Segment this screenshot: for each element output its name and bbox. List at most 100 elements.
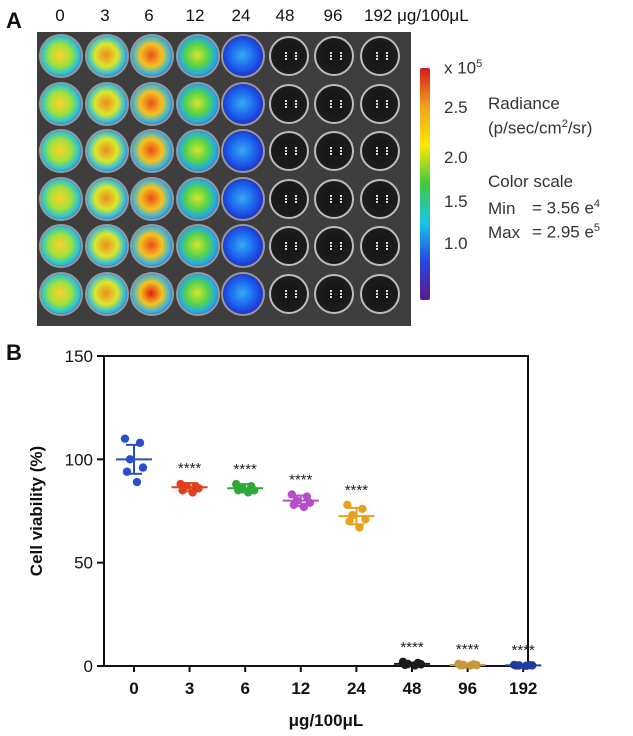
x-axis-label: μg/100μL bbox=[289, 711, 364, 730]
conc-label-96: 96 bbox=[323, 6, 343, 25]
plate-well bbox=[223, 273, 263, 314]
x-tick-label: 12 bbox=[291, 679, 310, 698]
series-6: **** bbox=[227, 461, 264, 497]
significance-label: **** bbox=[456, 641, 480, 658]
significance-label: **** bbox=[234, 461, 258, 478]
radiance-label: Radiance bbox=[488, 94, 560, 113]
plate-well bbox=[41, 226, 81, 266]
plate-well bbox=[223, 36, 263, 76]
color-scale-max: Max = 2.95 e5 bbox=[488, 222, 601, 242]
plate-well bbox=[223, 226, 263, 266]
data-point bbox=[400, 660, 410, 670]
plate-well bbox=[314, 226, 354, 266]
conc-label-192: 192 μg/100μL bbox=[364, 6, 469, 25]
plate-well bbox=[268, 131, 309, 171]
plate-well bbox=[41, 36, 81, 76]
plate-well bbox=[177, 36, 218, 76]
data-point bbox=[410, 661, 420, 670]
colorbar-tick-1-0: 1.0 bbox=[444, 234, 468, 253]
data-point bbox=[358, 504, 367, 514]
plate-well bbox=[41, 273, 81, 314]
significance-label: **** bbox=[512, 642, 536, 659]
plate-well bbox=[41, 131, 81, 171]
data-point bbox=[125, 455, 135, 464]
bioluminescence-plate-image bbox=[37, 32, 411, 326]
series-0 bbox=[116, 434, 152, 487]
conc-label-3: 3 bbox=[100, 6, 110, 25]
panel-a-letter: A bbox=[6, 8, 22, 33]
colorbar-tick-1-5: 1.5 bbox=[444, 192, 468, 211]
plate-well bbox=[268, 273, 309, 314]
data-point bbox=[512, 661, 521, 670]
x-tick-label: 3 bbox=[185, 679, 194, 698]
plate-well bbox=[268, 226, 309, 266]
x-tick-label: 24 bbox=[347, 679, 366, 698]
plate-well bbox=[359, 36, 400, 76]
plate-well bbox=[223, 83, 263, 124]
plate-well bbox=[177, 273, 218, 314]
x-tick-label: 0 bbox=[129, 679, 138, 698]
plate-well bbox=[314, 178, 354, 219]
data-point bbox=[472, 660, 481, 670]
color-bar bbox=[420, 68, 430, 300]
y-tick-label: 100 bbox=[65, 450, 93, 469]
data-point bbox=[188, 488, 197, 497]
series-192: **** bbox=[505, 642, 542, 670]
plot-area: 0 50 100 150 Cell viability (%) 0 3 6 12 24 48 96 19… bbox=[27, 347, 542, 730]
plate-well bbox=[177, 131, 218, 171]
plate-well bbox=[132, 273, 172, 314]
significance-label: **** bbox=[400, 639, 424, 656]
plate-well bbox=[223, 178, 263, 219]
series-24: **** bbox=[338, 482, 375, 532]
cell-viability-chart: 0 50 100 150 Cell viability (%) 0 3 6 12 24 48 96 19… bbox=[27, 347, 542, 730]
data-point bbox=[138, 463, 148, 472]
data-point bbox=[132, 477, 142, 487]
panel-b-letter: B bbox=[6, 340, 22, 365]
x-tick-label: 48 bbox=[403, 679, 422, 698]
plate-well bbox=[86, 226, 127, 266]
plate-well bbox=[314, 273, 354, 314]
x-tick-label: 96 bbox=[458, 679, 477, 698]
color-scale-label: Color scale bbox=[488, 172, 574, 191]
plate-well bbox=[177, 178, 218, 219]
data-point bbox=[194, 484, 203, 493]
plate-well bbox=[223, 131, 263, 171]
plate-well bbox=[268, 36, 309, 76]
plate-well bbox=[41, 83, 81, 124]
plate-well bbox=[359, 273, 400, 314]
plate-well bbox=[314, 131, 354, 171]
plate-well bbox=[177, 83, 218, 124]
colorbar-tick-2-5: 2.5 bbox=[444, 98, 468, 117]
conc-label-6: 6 bbox=[144, 6, 154, 25]
series-12: **** bbox=[282, 471, 319, 512]
x-tick-label: 192 bbox=[509, 679, 537, 698]
plate-well bbox=[359, 226, 400, 266]
data-point bbox=[361, 515, 370, 524]
plate-well bbox=[314, 36, 354, 76]
y-tick-label: 150 bbox=[65, 347, 93, 366]
data-point bbox=[120, 434, 130, 443]
series-48: **** bbox=[394, 639, 430, 670]
plate-well bbox=[177, 226, 218, 266]
plot-frame bbox=[103, 355, 529, 667]
data-point bbox=[345, 517, 354, 526]
plate-well bbox=[86, 83, 127, 124]
plate-well bbox=[86, 178, 127, 219]
data-point bbox=[287, 490, 296, 499]
plate-well bbox=[86, 36, 127, 76]
data-point bbox=[244, 488, 253, 497]
colorbar-multiplier: x 105 bbox=[444, 58, 483, 78]
significance-label: **** bbox=[345, 482, 369, 499]
conc-label-24: 24 bbox=[231, 6, 251, 25]
color-scale-min: Min = 3.56 e4 bbox=[488, 198, 601, 218]
plate-well bbox=[132, 131, 172, 171]
data-point bbox=[343, 500, 352, 509]
significance-label: **** bbox=[289, 471, 313, 488]
data-point bbox=[178, 486, 187, 495]
plate-well bbox=[132, 226, 172, 266]
y-axis-label: Cell viability (%) bbox=[27, 446, 46, 576]
series-96: **** bbox=[449, 641, 486, 670]
plate-well bbox=[86, 273, 127, 314]
plate-well bbox=[268, 83, 309, 124]
plate-well bbox=[132, 36, 172, 76]
